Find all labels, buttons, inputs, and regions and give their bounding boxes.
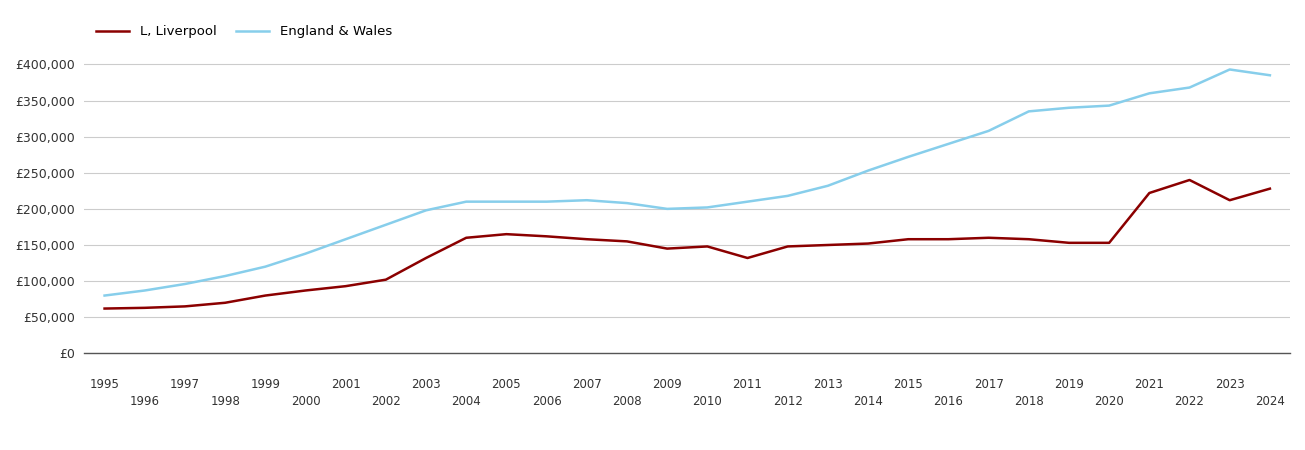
Text: 2014: 2014 (853, 395, 883, 408)
England & Wales (257, 264, 273, 270)
L, Liverpool (1142, 190, 1158, 196)
Text: 2006: 2006 (531, 395, 561, 408)
L, Liverpool (1262, 186, 1278, 191)
L, Liverpool (137, 305, 153, 310)
L, Liverpool (298, 288, 313, 293)
L, Liverpool (1061, 240, 1077, 246)
L, Liverpool (418, 255, 433, 261)
England & Wales (1021, 109, 1036, 114)
England & Wales (1262, 72, 1278, 78)
England & Wales (619, 200, 634, 206)
L, Liverpool (1221, 198, 1237, 203)
Text: 2019: 2019 (1054, 378, 1084, 392)
L, Liverpool (579, 237, 595, 242)
Text: 2024: 2024 (1255, 395, 1285, 408)
Text: 2004: 2004 (452, 395, 482, 408)
L, Liverpool (699, 244, 715, 249)
Text: 2020: 2020 (1095, 395, 1124, 408)
England & Wales (780, 193, 796, 198)
England & Wales (539, 199, 555, 204)
England & Wales (1061, 105, 1077, 110)
L, Liverpool (860, 241, 876, 246)
Text: 2021: 2021 (1134, 378, 1164, 392)
L, Liverpool (539, 234, 555, 239)
Text: 2010: 2010 (693, 395, 722, 408)
England & Wales (458, 199, 474, 204)
Text: 2002: 2002 (371, 395, 401, 408)
Text: 1999: 1999 (251, 378, 281, 392)
L, Liverpool (981, 235, 997, 240)
England & Wales (900, 154, 916, 160)
L, Liverpool (97, 306, 112, 311)
Line: L, Liverpool: L, Liverpool (104, 180, 1270, 309)
L, Liverpool (458, 235, 474, 240)
Legend: L, Liverpool, England & Wales: L, Liverpool, England & Wales (91, 20, 398, 44)
England & Wales (97, 293, 112, 298)
L, Liverpool (218, 300, 234, 306)
Text: 1995: 1995 (90, 378, 120, 392)
England & Wales (1221, 67, 1237, 72)
Line: England & Wales: England & Wales (104, 69, 1270, 296)
Text: 2003: 2003 (411, 378, 441, 392)
Text: 2008: 2008 (612, 395, 642, 408)
England & Wales (1101, 103, 1117, 108)
England & Wales (1142, 90, 1158, 96)
Text: 2018: 2018 (1014, 395, 1044, 408)
Text: 2009: 2009 (652, 378, 683, 392)
England & Wales (1182, 85, 1198, 90)
L, Liverpool (1101, 240, 1117, 246)
Text: 2001: 2001 (330, 378, 360, 392)
England & Wales (740, 199, 756, 204)
Text: 2015: 2015 (894, 378, 923, 392)
England & Wales (418, 207, 433, 213)
L, Liverpool (941, 237, 957, 242)
England & Wales (378, 222, 394, 227)
Text: 2013: 2013 (813, 378, 843, 392)
L, Liverpool (1021, 237, 1036, 242)
England & Wales (659, 206, 675, 211)
Text: 2023: 2023 (1215, 378, 1245, 392)
Text: 1998: 1998 (210, 395, 240, 408)
England & Wales (820, 183, 835, 189)
England & Wales (137, 288, 153, 293)
L, Liverpool (1182, 177, 1198, 183)
England & Wales (499, 199, 514, 204)
England & Wales (579, 198, 595, 203)
Text: 2011: 2011 (732, 378, 762, 392)
L, Liverpool (659, 246, 675, 251)
L, Liverpool (499, 231, 514, 237)
England & Wales (699, 205, 715, 210)
L, Liverpool (820, 242, 835, 248)
Text: 1996: 1996 (129, 395, 159, 408)
Text: 2012: 2012 (773, 395, 803, 408)
Text: 2016: 2016 (933, 395, 963, 408)
L, Liverpool (338, 284, 354, 289)
L, Liverpool (378, 277, 394, 282)
Text: 2000: 2000 (291, 395, 320, 408)
L, Liverpool (177, 304, 193, 309)
Text: 2007: 2007 (572, 378, 602, 392)
L, Liverpool (619, 238, 634, 244)
Text: 2017: 2017 (974, 378, 1004, 392)
L, Liverpool (780, 244, 796, 249)
England & Wales (941, 141, 957, 147)
Text: 1997: 1997 (170, 378, 200, 392)
L, Liverpool (900, 237, 916, 242)
L, Liverpool (740, 255, 756, 261)
England & Wales (218, 273, 234, 279)
England & Wales (338, 237, 354, 242)
Text: 2022: 2022 (1174, 395, 1205, 408)
Text: 2005: 2005 (492, 378, 521, 392)
L, Liverpool (257, 293, 273, 298)
England & Wales (298, 251, 313, 256)
England & Wales (177, 281, 193, 287)
England & Wales (860, 168, 876, 173)
England & Wales (981, 128, 997, 134)
